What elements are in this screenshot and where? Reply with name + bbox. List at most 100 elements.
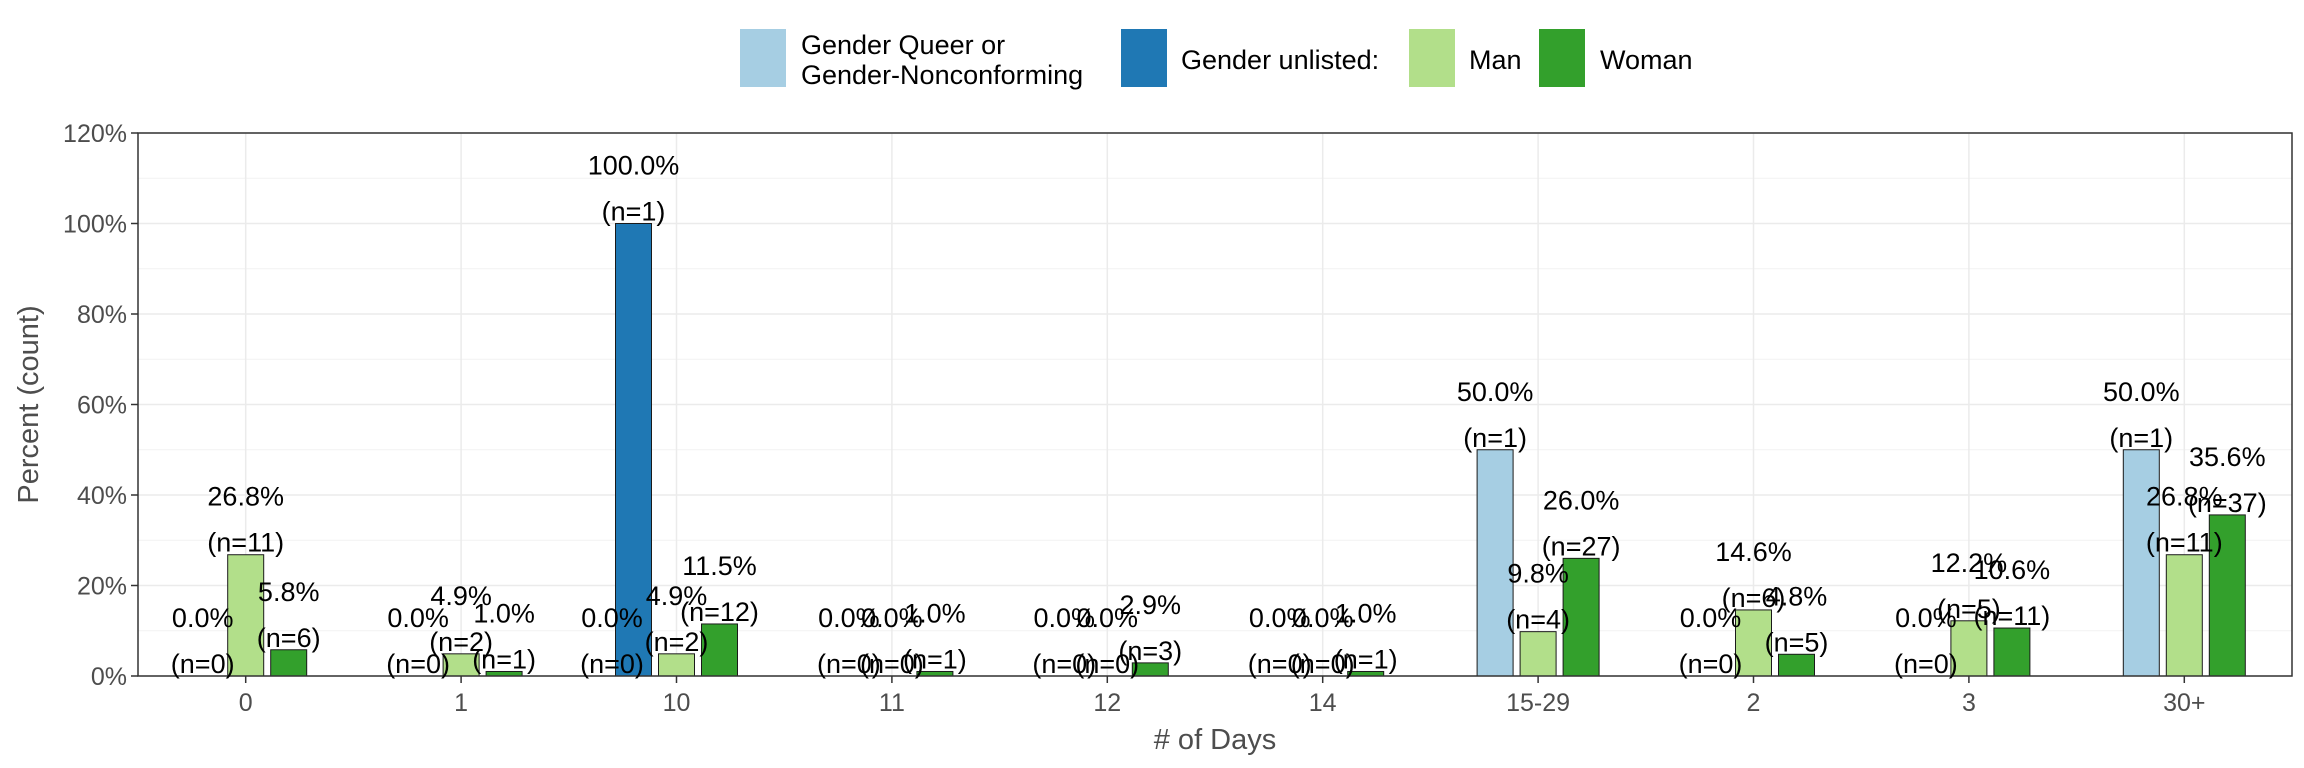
data-label-count: (n=4): [1506, 605, 1570, 635]
grid-minor: [138, 177, 2292, 632]
data-label-percent: 1.0%: [904, 598, 966, 628]
x-tick-label: 11: [879, 689, 905, 717]
bars: [227, 223, 2246, 677]
bar: [2165, 554, 2203, 677]
data-label-percent: 0.0%: [172, 603, 234, 633]
data-label-count: (n=0): [1075, 649, 1139, 679]
data-label-count: (n=1): [602, 197, 666, 227]
data-label-percent: 0.0%: [1680, 603, 1742, 633]
data-label-count: (n=0): [817, 649, 881, 679]
data-label-count: (n=0): [1679, 649, 1743, 679]
x-tick-label: 0: [239, 689, 253, 717]
data-label-count: (n=12): [680, 597, 759, 627]
data-label-count: (n=1): [1334, 644, 1398, 674]
legend-label: Woman: [1600, 45, 1693, 75]
y-tick-label: 40%: [77, 482, 127, 510]
data-label-percent: 0.0%: [1034, 603, 1096, 633]
x-tick-label: 1: [454, 689, 468, 717]
legend-label: Gender unlisted:: [1181, 45, 1379, 75]
data-label-percent: 2.9%: [1120, 590, 1182, 620]
data-label-count: (n=0): [386, 649, 450, 679]
legend-label: Gender Queer or: [801, 30, 1005, 60]
data-label-count: (n=5): [1765, 627, 1829, 657]
legend-key: [1121, 29, 1167, 87]
data-label-percent: 0.0%: [1895, 603, 1957, 633]
data-label-count: (n=0): [1894, 649, 1958, 679]
y-axis-title: Percent (count): [13, 305, 45, 503]
data-label-percent: 0.0%: [818, 603, 880, 633]
data-label-count: (n=1): [1463, 423, 1527, 453]
x-axis: 0 1 10 11 12 14 15-29 2 3 30+: [239, 676, 2206, 717]
data-label-percent: 0.0%: [1292, 603, 1354, 633]
data-label-percent: 4.8%: [1766, 581, 1828, 611]
data-label-count: (n=1): [2109, 423, 2173, 453]
data-label-percent: 100.0%: [588, 151, 680, 181]
data-label-count: (n=37): [2188, 488, 2267, 518]
x-tick-label: 2: [1747, 689, 1761, 717]
data-label-count: (n=11): [2146, 528, 2223, 558]
data-label-count: (n=1): [472, 644, 536, 674]
x-tick-label: 12: [1093, 689, 1121, 717]
data-label-count: (n=6): [1722, 583, 1786, 613]
data-label-count: (n=2): [429, 627, 493, 657]
data-label-percent: 26.8%: [207, 482, 284, 512]
bar: [1950, 620, 1988, 677]
bar: [270, 649, 308, 677]
bar: [615, 223, 652, 677]
data-label-percent: 1.0%: [473, 598, 535, 628]
data-label-percent: 50.0%: [2103, 377, 2180, 407]
data-label-percent: 11.5%: [682, 551, 757, 581]
x-tick-label: 3: [1962, 689, 1976, 717]
data-label-percent: 10.6%: [1974, 555, 2051, 585]
data-labels: 0.0%(n=0)26.8%(n=11)5.8%(n=6)0.0%(n=0)4.…: [171, 151, 2267, 680]
x-tick-label: 14: [1309, 689, 1337, 717]
data-label-percent: 0.0%: [387, 603, 449, 633]
bar: [2208, 514, 2246, 677]
data-label-count: (n=27): [1542, 531, 1621, 561]
data-label-count: (n=0): [1291, 649, 1355, 679]
data-label-percent: 26.0%: [1543, 485, 1620, 515]
data-label-percent: 1.0%: [1335, 598, 1397, 628]
data-label-percent: 0.0%: [861, 603, 923, 633]
y-tick-label: 20%: [77, 573, 127, 601]
bar: [701, 623, 738, 677]
x-tick-label: 10: [663, 689, 691, 717]
data-label-percent: 14.6%: [1715, 537, 1792, 567]
legend-label: Man: [1469, 45, 1522, 75]
bar: [1562, 557, 1600, 677]
data-label-percent: 9.8%: [1507, 559, 1569, 589]
data-label-percent: 12.2%: [1931, 548, 2008, 578]
bar: [227, 554, 265, 677]
data-label-percent: 4.9%: [430, 581, 492, 611]
data-label-count: (n=11): [1974, 601, 2051, 631]
bar: [1735, 609, 1772, 677]
data-label-percent: 0.0%: [581, 603, 643, 633]
data-label-count: (n=3): [1118, 636, 1182, 666]
data-label-count: (n=0): [580, 649, 644, 679]
legend-label: Gender-Nonconforming: [801, 60, 1083, 90]
legend-key: [740, 29, 786, 87]
bar: [1476, 449, 1514, 677]
bar: [1778, 653, 1815, 677]
data-label-count: (n=0): [171, 649, 235, 679]
legend-key: [1409, 29, 1455, 87]
data-label-percent: 5.8%: [258, 577, 320, 607]
data-label-percent: 50.0%: [1457, 377, 1534, 407]
y-tick-label: 0%: [91, 663, 127, 691]
y-tick-label: 120%: [63, 120, 127, 148]
x-tick-label: 15-29: [1506, 689, 1570, 717]
data-label-percent: 35.6%: [2189, 442, 2266, 472]
data-label-count: (n=6): [257, 623, 321, 653]
bar: [1993, 627, 2031, 677]
data-label-count: (n=1): [903, 644, 967, 674]
data-label-percent: 0.0%: [1249, 603, 1311, 633]
y-tick-label: 100%: [63, 211, 127, 239]
y-tick-label: 80%: [77, 301, 127, 329]
bar: [1519, 631, 1557, 677]
data-label-percent: 4.9%: [646, 581, 708, 611]
data-label-count: (n=0): [1248, 649, 1312, 679]
data-label-count: (n=5): [1937, 594, 2001, 624]
data-label-count: (n=0): [860, 649, 924, 679]
y-axis: 0% 20% 40% 60% 80% 100% 120%: [63, 120, 138, 691]
